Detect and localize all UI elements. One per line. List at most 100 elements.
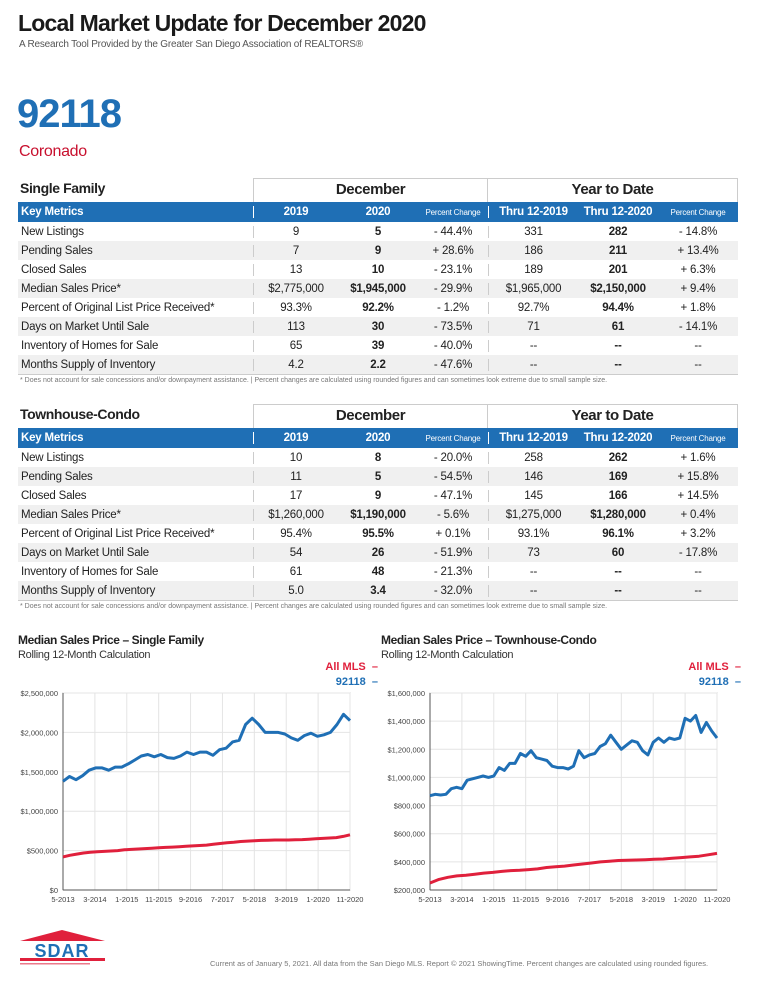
cell: Closed Sales <box>21 489 87 502</box>
table-row: Pending Sales 11 5 - 54.5% 146 169 + 15.8% <box>18 467 738 486</box>
cell: - 73.5% <box>433 320 473 333</box>
cell: 166 <box>608 489 628 502</box>
cell: $2,775,000 <box>253 282 338 295</box>
cell: - 54.5% <box>433 470 473 483</box>
cell: 61 <box>253 565 338 578</box>
chart-title: Median Sales Price – Townhouse-Condo <box>381 633 597 647</box>
y-tick-label: $1,200,000 <box>387 745 425 754</box>
cell: + 14.5% <box>677 489 719 502</box>
chart-title: Median Sales Price – Single Family <box>18 633 204 647</box>
col-key-metrics: Key Metrics <box>21 432 84 444</box>
y-tick-label: $1,600,000 <box>387 689 425 698</box>
svg-text:SDAR: SDAR <box>34 941 89 961</box>
table-row: Days on Market Until Sale 54 26 - 51.9% 73 60… <box>18 543 738 562</box>
page-title: Local Market Update for December 2020 <box>18 10 426 36</box>
cell: 61 <box>611 320 625 333</box>
cell: $1,275,000 <box>488 508 578 521</box>
cell: -- <box>694 358 702 371</box>
x-tick-label: 11-2015 <box>512 895 539 904</box>
table-row: Percent of Original List Price Received*… <box>18 298 738 317</box>
col-2019: 2019 <box>253 206 338 218</box>
cell: 189 <box>488 263 578 276</box>
legend-label: 92118 <box>335 676 366 688</box>
legend-item: All MLS – <box>325 661 378 673</box>
x-tick-label: 3-2014 <box>83 895 106 904</box>
cell: $2,150,000 <box>590 282 646 295</box>
cell: + 3.2% <box>680 527 716 540</box>
zip-code: 92118 <box>17 92 122 136</box>
cell: 26 <box>371 546 385 559</box>
cell: 92.2% <box>362 301 394 314</box>
series-line-92118 <box>62 712 352 783</box>
y-tick-label: $2,500,000 <box>20 689 58 698</box>
cell: 9 <box>253 225 338 238</box>
cell: 9 <box>374 489 382 502</box>
table-row: Days on Market Until Sale 113 30 - 73.5% 71 6… <box>18 317 738 336</box>
cell: 92.7% <box>488 301 578 314</box>
table-row: New Listings 10 8 - 20.0% 258 262 + 1.6% <box>18 448 738 467</box>
y-tick-label: $500,000 <box>27 847 58 856</box>
cell: -- <box>488 565 578 578</box>
col-2020: 2020 <box>365 206 391 218</box>
x-tick-label: 11-2015 <box>145 895 172 904</box>
cell: 95.5% <box>362 527 394 540</box>
page-subtitle: A Research Tool Provided by the Greater … <box>19 39 363 50</box>
cell: -- <box>488 358 578 371</box>
cell: $1,945,000 <box>350 282 406 295</box>
cell: 96.1% <box>602 527 634 540</box>
x-tick-label: 7-2017 <box>578 895 601 904</box>
legend-item: 92118 – <box>335 676 378 688</box>
footer-text: Current as of January 5, 2021. All data … <box>210 959 709 968</box>
cell: -- <box>488 339 578 352</box>
section-title: Townhouse-Condo <box>20 406 140 422</box>
footnote: * Does not account for sale concessions … <box>20 603 608 610</box>
x-tick-label: 5-2013 <box>51 895 74 904</box>
x-tick-label: 1-2020 <box>673 895 696 904</box>
cell: -- <box>488 584 578 597</box>
cell: -- <box>614 565 622 578</box>
cell: Median Sales Price* <box>21 282 121 295</box>
legend-label: All MLS <box>325 661 366 673</box>
cell: 5.0 <box>253 584 338 597</box>
sdar-logo: SDAR <box>15 928 110 968</box>
cell: - 17.8% <box>678 546 718 559</box>
cell: + 28.6% <box>432 244 474 257</box>
cell: Inventory of Homes for Sale <box>21 339 159 352</box>
table-row: Percent of Original List Price Received*… <box>18 524 738 543</box>
x-tick-label: 11-2020 <box>337 895 364 904</box>
cell: - 47.6% <box>433 358 473 371</box>
cell: - 14.1% <box>678 320 718 333</box>
cell: Pending Sales <box>21 470 93 483</box>
y-tick-label: $0 <box>50 886 58 895</box>
col-thru-2019: Thru 12-2019 <box>488 432 578 444</box>
table-row: Months Supply of Inventory 5.0 3.4 - 32.0% -… <box>18 581 738 600</box>
cell: 95.4% <box>253 527 338 540</box>
cell: 282 <box>608 225 628 238</box>
x-tick-label: 5-2018 <box>243 895 266 904</box>
cell: $1,280,000 <box>590 508 646 521</box>
cell: + 1.8% <box>680 301 716 314</box>
cell: - 23.1% <box>433 263 473 276</box>
cell: 60 <box>611 546 625 559</box>
table-row: New Listings 9 5 - 44.4% 331 282 - 14.8% <box>18 222 738 241</box>
table-row: Inventory of Homes for Sale 61 48 - 21.3% --… <box>18 562 738 581</box>
cell: 93.1% <box>488 527 578 540</box>
x-tick-label: 3-2014 <box>450 895 473 904</box>
cell: 94.4% <box>602 301 634 314</box>
cell: + 1.6% <box>680 451 716 464</box>
cell: - 14.8% <box>678 225 718 238</box>
col-pct-ytd: Percent Change <box>670 433 726 443</box>
plot-area <box>429 692 718 891</box>
series-line-all-mls <box>62 833 351 859</box>
cell: 262 <box>608 451 628 464</box>
x-tick-label: 1-2015 <box>115 895 138 904</box>
y-tick-label: $2,000,000 <box>20 728 58 737</box>
cell: Months Supply of Inventory <box>21 584 156 597</box>
cell: - 5.6% <box>436 508 470 521</box>
cell: - 47.1% <box>433 489 473 502</box>
cell: -- <box>614 584 622 597</box>
section-title: Single Family <box>20 180 106 196</box>
chart-subtitle: Rolling 12-Month Calculation <box>381 649 514 661</box>
legend-label: All MLS <box>688 661 729 673</box>
